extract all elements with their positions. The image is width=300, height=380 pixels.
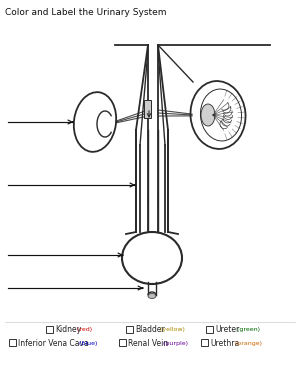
Text: Color and Label the Urinary System: Color and Label the Urinary System [5,8,166,17]
Ellipse shape [190,81,246,149]
Bar [9,339,16,346]
Text: (blue): (blue) [77,340,98,345]
Bar [137,130,167,232]
Ellipse shape [122,232,182,284]
Bar [144,100,151,118]
Bar [119,339,126,346]
Bar [206,326,213,333]
Ellipse shape [148,293,156,299]
Text: (red): (red) [75,328,92,332]
Text: Inferior Vena Cava: Inferior Vena Cava [18,339,89,347]
Ellipse shape [201,104,215,126]
Text: (orange): (orange) [233,340,262,345]
Text: Urethra: Urethra [210,339,239,347]
Ellipse shape [74,92,116,152]
Text: Renal Vein: Renal Vein [128,339,168,347]
Text: (purple): (purple) [161,340,188,345]
Text: Ureter: Ureter [215,326,239,334]
Text: Kidney: Kidney [55,326,81,334]
Bar [201,339,208,346]
Text: Bladder: Bladder [135,326,165,334]
Text: (yellow): (yellow) [158,328,185,332]
Bar [126,326,133,333]
Text: (green): (green) [235,328,260,332]
Bar [46,326,53,333]
